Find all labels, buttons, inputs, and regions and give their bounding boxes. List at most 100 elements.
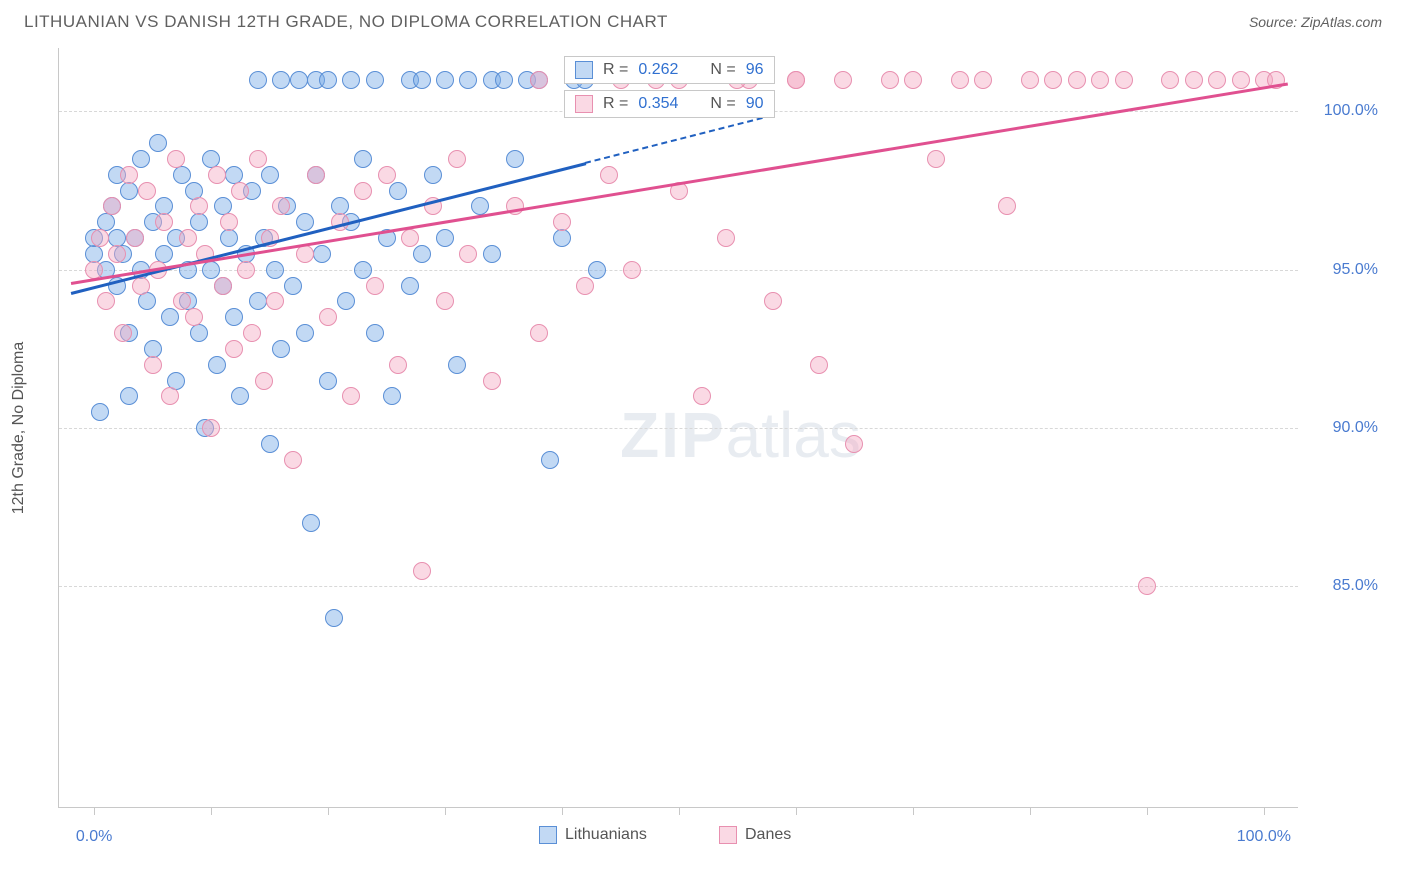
data-point [208, 356, 226, 374]
data-point [354, 261, 372, 279]
data-point [185, 308, 203, 326]
data-point [85, 261, 103, 279]
data-point [243, 324, 261, 342]
x-tick [679, 807, 680, 815]
data-point [951, 71, 969, 89]
data-point [459, 245, 477, 263]
x-tick-label: 0.0% [76, 828, 112, 846]
data-point [1185, 71, 1203, 89]
data-point [319, 71, 337, 89]
legend-stat: R =0.262N =96 [564, 56, 775, 84]
data-point [764, 292, 782, 310]
data-point [296, 324, 314, 342]
data-point [401, 229, 419, 247]
data-point [231, 387, 249, 405]
data-point [190, 324, 208, 342]
source-label: Source: ZipAtlas.com [1249, 14, 1382, 30]
data-point [1115, 71, 1133, 89]
data-point [173, 166, 191, 184]
data-point [530, 71, 548, 89]
data-point [272, 71, 290, 89]
n-value: 90 [746, 95, 764, 113]
data-point [541, 451, 559, 469]
data-point [600, 166, 618, 184]
data-point [261, 166, 279, 184]
legend-swatch [539, 826, 557, 844]
data-point [495, 71, 513, 89]
x-tick [94, 807, 95, 815]
data-point [436, 71, 454, 89]
series-legend: Lithuanians [539, 826, 647, 844]
data-point [424, 166, 442, 184]
data-point [1044, 71, 1062, 89]
chart-title: LITHUANIAN VS DANISH 12TH GRADE, NO DIPL… [24, 12, 668, 32]
data-point [1091, 71, 1109, 89]
data-point [225, 308, 243, 326]
data-point [284, 451, 302, 469]
data-point [296, 245, 314, 263]
data-point [155, 213, 173, 231]
r-value: 0.262 [638, 61, 678, 79]
x-tick [562, 807, 563, 815]
data-point [220, 213, 238, 231]
data-point [161, 387, 179, 405]
data-point [366, 277, 384, 295]
data-point [202, 261, 220, 279]
data-point [325, 609, 343, 627]
grid-line [59, 586, 1298, 587]
data-point [214, 277, 232, 295]
data-point [266, 261, 284, 279]
data-point [436, 292, 454, 310]
data-point [237, 261, 255, 279]
grid-line [59, 428, 1298, 429]
y-tick-label: 100.0% [1308, 102, 1378, 120]
chart-header: LITHUANIAN VS DANISH 12TH GRADE, NO DIPL… [0, 0, 1406, 40]
data-point [413, 562, 431, 580]
data-point [342, 387, 360, 405]
series-name: Danes [745, 826, 791, 844]
trend-line [585, 115, 773, 164]
data-point [179, 229, 197, 247]
data-point [296, 213, 314, 231]
data-point [588, 261, 606, 279]
data-point [389, 182, 407, 200]
data-point [845, 435, 863, 453]
data-point [483, 245, 501, 263]
data-point [1161, 71, 1179, 89]
data-point [366, 71, 384, 89]
data-point [290, 71, 308, 89]
data-point [120, 182, 138, 200]
data-point [138, 182, 156, 200]
data-point [354, 182, 372, 200]
x-tick [328, 807, 329, 815]
data-point [144, 356, 162, 374]
data-point [190, 197, 208, 215]
x-tick [913, 807, 914, 815]
data-point [272, 197, 290, 215]
data-point [190, 213, 208, 231]
n-label: N = [710, 95, 735, 113]
x-tick [211, 807, 212, 815]
data-point [1021, 71, 1039, 89]
data-point [383, 387, 401, 405]
data-point [249, 292, 267, 310]
data-point [810, 356, 828, 374]
data-point [167, 150, 185, 168]
legend-swatch [719, 826, 737, 844]
data-point [378, 166, 396, 184]
data-point [266, 292, 284, 310]
legend-swatch [575, 95, 593, 113]
x-tick [1264, 807, 1265, 815]
data-point [302, 514, 320, 532]
data-point [471, 197, 489, 215]
data-point [313, 245, 331, 263]
x-tick [1030, 807, 1031, 815]
data-point [132, 277, 150, 295]
data-point [126, 229, 144, 247]
data-point [448, 356, 466, 374]
data-point [91, 403, 109, 421]
data-point [787, 71, 805, 89]
series-name: Lithuanians [565, 826, 647, 844]
plot-area: 12th Grade, No Diploma ZIPatlas 85.0%90.… [58, 48, 1298, 808]
data-point [506, 150, 524, 168]
